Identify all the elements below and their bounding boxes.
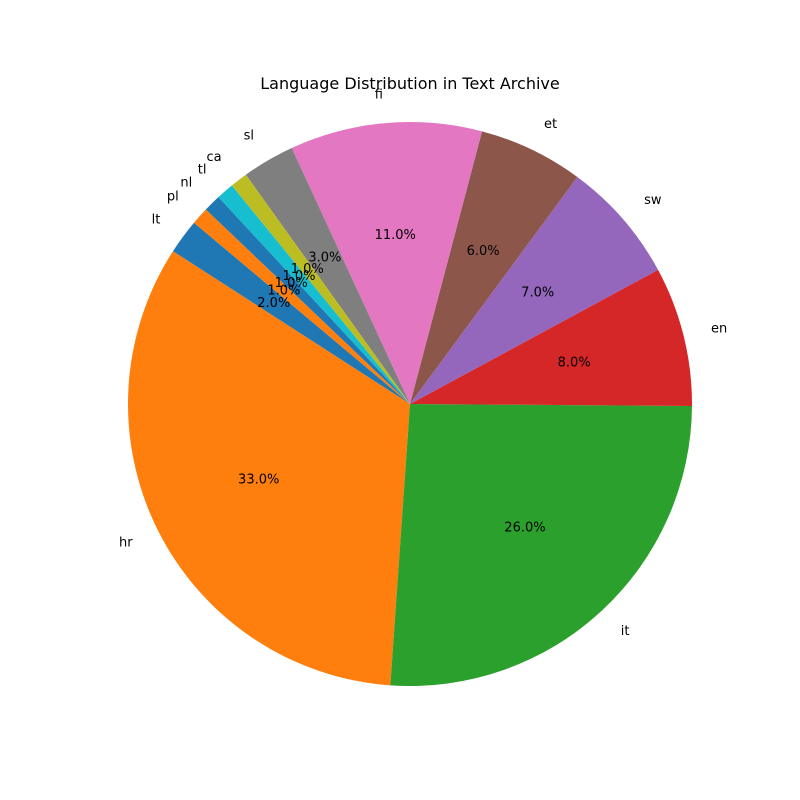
pie-slice-hr: [128, 251, 410, 686]
slice-label-tl: tl: [198, 162, 207, 177]
pie-slice-en: [410, 269, 692, 406]
slice-percent-fi: 11.0%: [375, 228, 416, 243]
pie-slice-et: [410, 131, 578, 404]
slice-label-ca: ca: [206, 150, 221, 165]
slice-label-et: et: [544, 117, 557, 132]
pie-slices: [128, 121, 692, 686]
slice-label-sw: sw: [644, 193, 662, 208]
slice-label-nl: nl: [180, 176, 192, 191]
pie-percent-labels: 2.0%33.0%26.0%8.0%7.0%6.0%11.0%3.0%1.0%1…: [238, 228, 591, 536]
slice-label-hr: hr: [119, 535, 133, 550]
pie-slice-lt: [172, 222, 410, 404]
pie-slice-sw: [410, 177, 659, 404]
slice-percent-ca: 1.0%: [291, 262, 324, 277]
slice-label-en: en: [711, 321, 727, 336]
slice-percent-tl: 1.0%: [282, 269, 315, 284]
slice-label-fi: fi: [375, 87, 383, 102]
slice-percent-it: 26.0%: [504, 521, 545, 536]
slice-label-pl: pl: [167, 190, 179, 205]
slice-percent-pl: 1.0%: [267, 284, 300, 299]
pie-slice-sl: [245, 148, 410, 404]
slice-percent-nl: 1.0%: [275, 276, 308, 291]
slice-label-lt: lt: [152, 212, 161, 227]
pie-slice-fi: [291, 121, 483, 404]
slice-percent-sw: 7.0%: [521, 285, 554, 300]
slice-percent-et: 6.0%: [467, 244, 500, 259]
slice-label-sl: sl: [244, 128, 254, 143]
pie-slice-tl: [218, 185, 410, 404]
slice-percent-hr: 33.0%: [238, 472, 279, 487]
slice-percent-sl: 3.0%: [308, 250, 341, 265]
slice-percent-lt: 2.0%: [257, 296, 290, 311]
pie-slice-pl: [193, 209, 410, 404]
pie-slice-ca: [231, 174, 410, 404]
pie-slice-it: [390, 404, 692, 686]
slice-percent-en: 8.0%: [558, 356, 591, 371]
chart-title: Language Distribution in Text Archive: [260, 74, 559, 93]
slice-label-it: it: [621, 624, 630, 639]
pie-slice-nl: [205, 197, 410, 404]
